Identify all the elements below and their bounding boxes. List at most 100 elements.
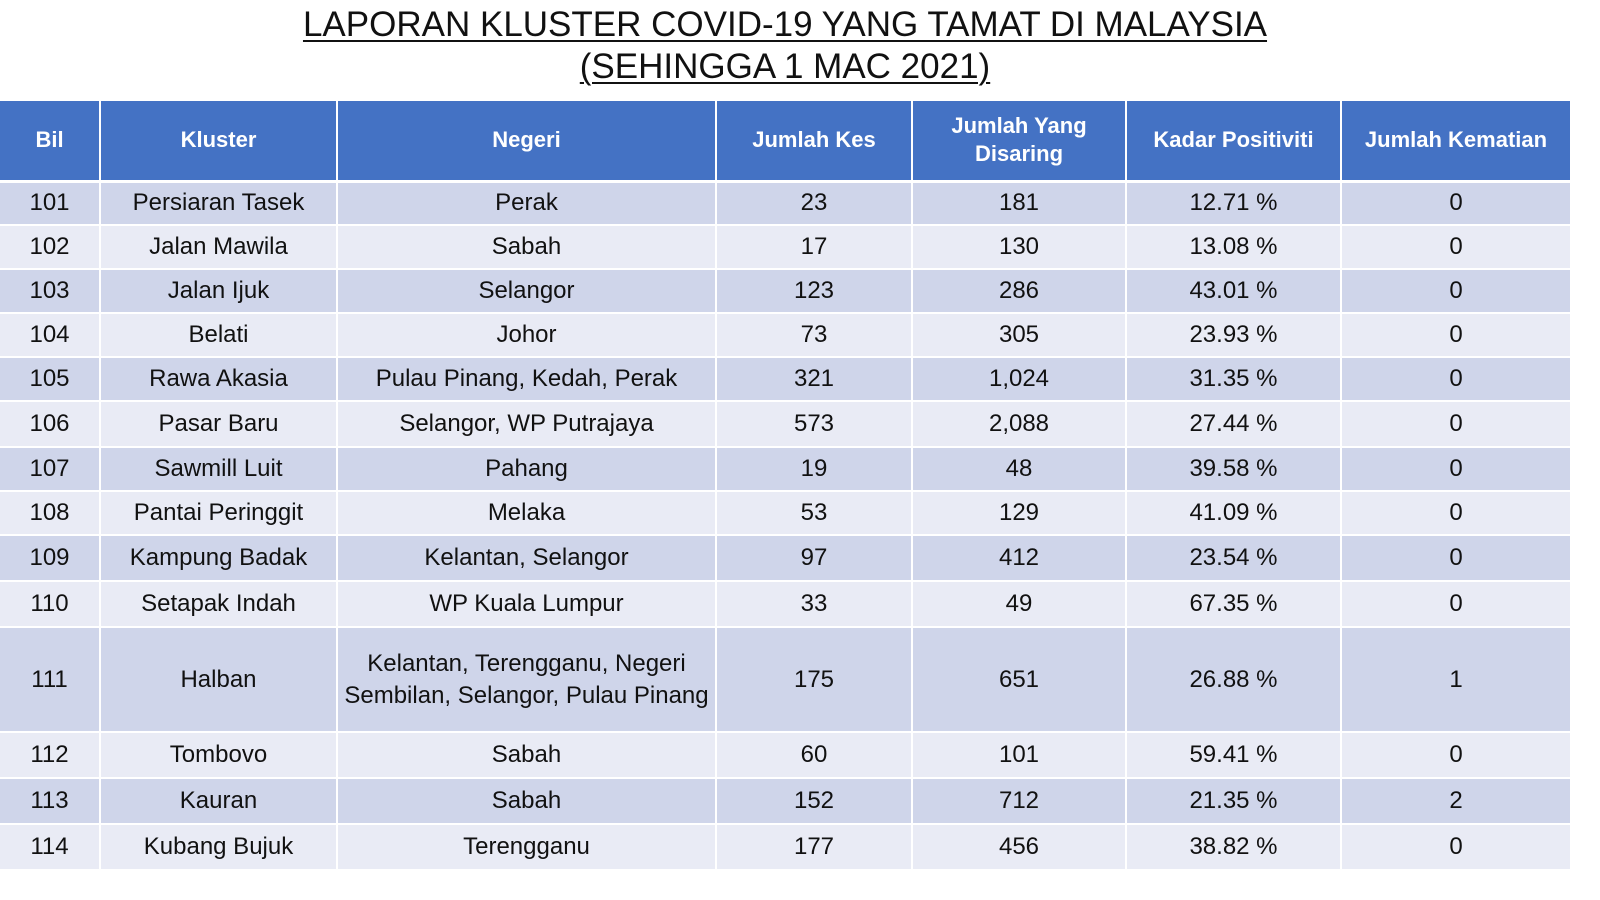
header-negeri: Negeri (337, 101, 717, 183)
cell-bil: 113 (0, 778, 101, 825)
table-row: 102 Jalan Mawila Sabah 17 130 13.08 % 0 (0, 225, 1570, 270)
cell-bil: 114 (0, 824, 101, 871)
cell-kluster: Kubang Bujuk (100, 824, 338, 871)
cell-bil: 104 (0, 313, 101, 358)
cell-kluster: Sawmill Luit (100, 447, 338, 492)
cell-bil: 106 (0, 401, 101, 448)
cell-bil: 101 (0, 181, 101, 226)
cell-jumlah-disaring: 286 (912, 269, 1127, 314)
title-line-1-text: LAPORAN KLUSTER COVID-19 YANG TAMAT DI M… (302, 5, 1268, 44)
table-row: 107 Sawmill Luit Pahang 19 48 39.58 % 0 (0, 447, 1570, 492)
cell-negeri: Pahang (337, 447, 717, 492)
table-row: 110 Setapak Indah WP Kuala Lumpur 33 49 … (0, 581, 1570, 628)
header-bil: Bil (0, 101, 101, 183)
table-row: 109 Kampung Badak Kelantan, Selangor 97 … (0, 535, 1570, 582)
cell-jumlah-disaring: 48 (912, 447, 1127, 492)
table-row: 111 Halban Kelantan, Terengganu, Negeri … (0, 627, 1570, 733)
cell-jumlah-kematian: 0 (1341, 824, 1570, 871)
title-line-2: (SEHINGGA 1 MAC 2021) (0, 46, 1570, 88)
cell-kadar-positiviti: 41.09 % (1126, 491, 1342, 536)
cell-negeri: Terengganu (337, 824, 717, 871)
cell-kluster: Jalan Ijuk (100, 269, 338, 314)
cell-jumlah-disaring: 101 (912, 732, 1127, 779)
table-row: 112 Tombovo Sabah 60 101 59.41 % 0 (0, 732, 1570, 779)
cell-kluster: Persiaran Tasek (100, 181, 338, 226)
cell-kadar-positiviti: 31.35 % (1126, 357, 1342, 402)
cell-jumlah-disaring: 712 (912, 778, 1127, 825)
cell-jumlah-kematian: 0 (1341, 401, 1570, 448)
cell-jumlah-kematian: 0 (1341, 269, 1570, 314)
cell-kadar-positiviti: 26.88 % (1126, 627, 1342, 733)
cell-kluster: Tombovo (100, 732, 338, 779)
cell-negeri: Selangor (337, 269, 717, 314)
table-row: 105 Rawa Akasia Pulau Pinang, Kedah, Per… (0, 357, 1570, 402)
cell-negeri: WP Kuala Lumpur (337, 581, 717, 628)
cell-bil: 112 (0, 732, 101, 779)
cell-kadar-positiviti: 13.08 % (1126, 225, 1342, 270)
cell-negeri: Melaka (337, 491, 717, 536)
cell-negeri: Perak (337, 181, 717, 226)
cell-jumlah-kematian: 0 (1341, 357, 1570, 402)
table-row: 103 Jalan Ijuk Selangor 123 286 43.01 % … (0, 269, 1570, 314)
cell-jumlah-kes: 17 (716, 225, 913, 270)
cell-kluster: Setapak Indah (100, 581, 338, 628)
cell-bil: 108 (0, 491, 101, 536)
cell-jumlah-disaring: 305 (912, 313, 1127, 358)
cell-jumlah-kematian: 1 (1341, 627, 1570, 733)
cell-kadar-positiviti: 38.82 % (1126, 824, 1342, 871)
cell-bil: 111 (0, 627, 101, 733)
cell-kluster: Rawa Akasia (100, 357, 338, 402)
cell-negeri: Kelantan, Selangor (337, 535, 717, 582)
cell-jumlah-kes: 23 (716, 181, 913, 226)
cell-kluster: Pasar Baru (100, 401, 338, 448)
cell-jumlah-disaring: 651 (912, 627, 1127, 733)
cell-jumlah-kes: 152 (716, 778, 913, 825)
title-line-1: LAPORAN KLUSTER COVID-19 YANG TAMAT DI M… (0, 4, 1570, 46)
cell-negeri: Sabah (337, 225, 717, 270)
cell-negeri: Kelantan, Terengganu, Negeri Sembilan, S… (337, 627, 717, 733)
header-jumlah-kes: Jumlah Kes (716, 101, 913, 183)
cell-kadar-positiviti: 23.54 % (1126, 535, 1342, 582)
cell-jumlah-kes: 73 (716, 313, 913, 358)
cell-jumlah-disaring: 49 (912, 581, 1127, 628)
cell-jumlah-disaring: 1,024 (912, 357, 1127, 402)
cell-bil: 102 (0, 225, 101, 270)
cell-jumlah-disaring: 456 (912, 824, 1127, 871)
cell-negeri: Johor (337, 313, 717, 358)
report-title: LAPORAN KLUSTER COVID-19 YANG TAMAT DI M… (0, 4, 1570, 88)
table-row: 114 Kubang Bujuk Terengganu 177 456 38.8… (0, 824, 1570, 871)
cell-kadar-positiviti: 43.01 % (1126, 269, 1342, 314)
cell-jumlah-disaring: 181 (912, 181, 1127, 226)
cell-kluster: Belati (100, 313, 338, 358)
cell-jumlah-disaring: 412 (912, 535, 1127, 582)
cell-jumlah-kes: 123 (716, 269, 913, 314)
cell-jumlah-disaring: 2,088 (912, 401, 1127, 448)
header-kluster: Kluster (100, 101, 338, 183)
cell-bil: 107 (0, 447, 101, 492)
cell-jumlah-kes: 573 (716, 401, 913, 448)
cell-negeri: Pulau Pinang, Kedah, Perak (337, 357, 717, 402)
cell-kadar-positiviti: 21.35 % (1126, 778, 1342, 825)
header-jumlah-disaring: Jumlah Yang Disaring (912, 101, 1127, 183)
cell-kluster: Kauran (100, 778, 338, 825)
cell-jumlah-kematian: 2 (1341, 778, 1570, 825)
cell-jumlah-kes: 321 (716, 357, 913, 402)
cell-bil: 110 (0, 581, 101, 628)
cluster-table: Bil Kluster Negeri Jumlah Kes Jumlah Yan… (0, 101, 1570, 871)
header-kadar-positiviti: Kadar Positiviti (1126, 101, 1342, 183)
cell-bil: 103 (0, 269, 101, 314)
cell-jumlah-kematian: 0 (1341, 581, 1570, 628)
table-row: 106 Pasar Baru Selangor, WP Putrajaya 57… (0, 401, 1570, 448)
title-line-2-text: (SEHINGGA 1 MAC 2021) (579, 47, 991, 86)
table-header-row: Bil Kluster Negeri Jumlah Kes Jumlah Yan… (0, 101, 1570, 183)
cell-jumlah-kematian: 0 (1341, 447, 1570, 492)
table-row: 104 Belati Johor 73 305 23.93 % 0 (0, 313, 1570, 358)
cell-negeri: Selangor, WP Putrajaya (337, 401, 717, 448)
cell-jumlah-kes: 60 (716, 732, 913, 779)
cell-kadar-positiviti: 12.71 % (1126, 181, 1342, 226)
cell-bil: 109 (0, 535, 101, 582)
cell-negeri: Sabah (337, 778, 717, 825)
table-row: 101 Persiaran Tasek Perak 23 181 12.71 %… (0, 181, 1570, 226)
cell-kadar-positiviti: 39.58 % (1126, 447, 1342, 492)
